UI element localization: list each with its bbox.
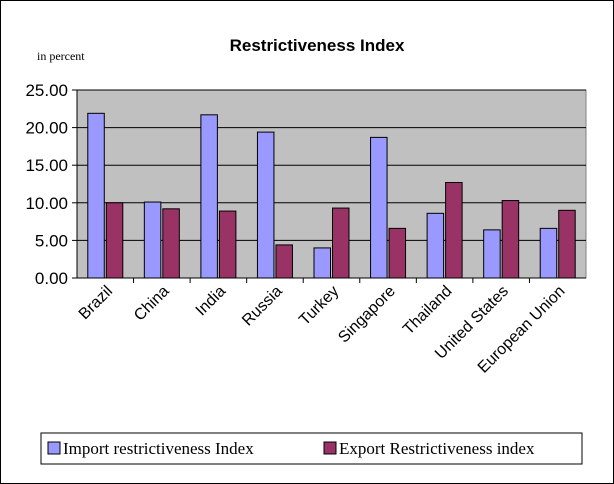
bar-export [501,200,520,279]
bar-export [218,210,237,279]
plot-area: 0.00 5.00 10.00 15.00 20.00 25.00 Brazil China I… [25,81,587,377]
x-category-label: Turkey [296,283,342,329]
legend-swatch-import [47,441,61,455]
y-tick-label: 10.00 [25,194,68,213]
legend-label-export: Export Restrictiveness index [339,439,535,458]
bar-export [388,227,407,279]
chart-title: Restrictiveness Index [230,36,405,55]
bar-export [105,202,124,279]
bar-export [275,244,293,279]
bar-import [200,114,218,279]
bar-import [256,131,275,279]
bar-export [558,209,576,279]
legend-swatch-export [323,441,337,455]
bar-export [332,207,350,279]
legend: Import restrictiveness Index Export Restr… [40,432,583,465]
bar-export [445,181,463,279]
x-category-label: Russia [239,283,286,330]
y-tick-label: 20.00 [25,119,68,138]
bar-import [313,247,331,279]
x-category-label: Brazil [76,283,116,323]
bar-import [87,112,105,279]
plot-background [76,89,587,279]
x-category-label: Thailand [400,283,455,338]
legend-box [40,432,583,465]
y-tick-label: 5.00 [35,231,68,250]
x-category-label: India [193,283,230,320]
bar-import [483,229,501,279]
bar-import [370,136,388,279]
bar-import [143,201,162,279]
x-category-label: Singapore [335,283,399,347]
y-tick-label: 25.00 [25,81,68,100]
bar-import [426,212,445,279]
y-tick-label: 15.00 [25,156,68,175]
legend-label-import: Import restrictiveness Index [63,439,254,458]
x-category-label: China [131,283,173,325]
bar-export [162,208,180,279]
bar-import [539,227,558,279]
y-tick-label: 0.00 [35,269,68,288]
unit-label: in percent [37,49,85,63]
